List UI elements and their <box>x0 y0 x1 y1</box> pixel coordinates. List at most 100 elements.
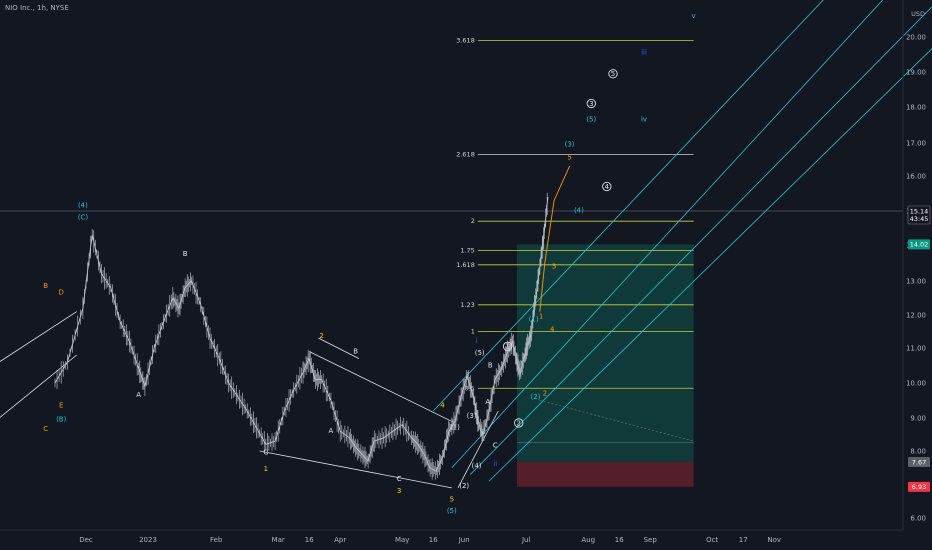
wave-label: (2) <box>459 482 469 490</box>
wave-label: 4 <box>440 402 445 410</box>
trendlines <box>0 0 932 489</box>
price-tick: 12.00 <box>906 312 926 320</box>
trendline <box>488 48 932 482</box>
wave-label: (4) <box>574 207 584 215</box>
price-tag <box>908 481 930 492</box>
price-tag <box>908 457 930 468</box>
price-tag-label: 14.02 <box>910 241 929 249</box>
projection-line <box>539 400 694 442</box>
price-tick: 18.00 <box>906 104 926 112</box>
wave-label: B <box>488 361 493 369</box>
trendline <box>457 410 499 489</box>
time-tick: Mar <box>272 536 285 544</box>
profit-zone <box>516 244 694 463</box>
circled-wave-marker <box>586 98 596 109</box>
time-tick: Apr <box>334 536 346 544</box>
price-tick: 10.00 <box>906 380 926 388</box>
wave-label: (3) <box>565 140 575 148</box>
circled-wave-marker <box>608 69 618 79</box>
price-tick: 20.00 <box>906 34 926 42</box>
price-tag-label: 7.67 <box>912 458 926 466</box>
time-axis[interactable]: Dec 2023 Feb Mar 16 Apr May 16 Jun Jul Aug 16 Sep Oct… <box>0 529 903 544</box>
fib-label: 1.23 <box>460 301 474 309</box>
wave-label: (2) <box>531 393 541 401</box>
chart-title: NIO Inc., 1h, NYSE <box>5 4 69 12</box>
fib-label: 1.618 <box>456 261 475 269</box>
time-tick: 2023 <box>139 536 157 544</box>
circled-wave-marker <box>514 418 524 428</box>
time-tick: Feb <box>210 536 223 544</box>
trendline <box>0 354 77 418</box>
circled-wave-marker <box>602 181 612 192</box>
wave-label: A <box>485 398 490 406</box>
wave-labels: B D C E (B) (4) (C) A B C 1 2 A B C 3 4 5 (5) (1) (2) (3) (4) (… <box>43 12 695 515</box>
wave-label: A <box>329 427 334 435</box>
price-axis[interactable]: 6.008.009.0010.0011.0012.0013.0014.0015.… <box>902 0 931 530</box>
wave-label: B <box>353 347 358 355</box>
price-tick: 6.00 <box>910 515 926 523</box>
price-tick: 16.00 <box>906 173 926 181</box>
trendline <box>451 0 884 469</box>
price-tick: 9.00 <box>910 415 926 423</box>
price-tick: 19.00 <box>906 69 926 77</box>
wave-label: (3) <box>467 412 477 420</box>
wave-label: (5) <box>586 115 596 123</box>
price-tick: 13.00 <box>906 278 926 286</box>
time-tick: Oct <box>706 536 718 544</box>
price-tag-label: 15.14 <box>910 207 929 215</box>
price-tick: 11.00 <box>906 345 926 353</box>
wave-label: (1) <box>450 424 460 432</box>
wave-label: iii <box>641 49 647 57</box>
circled-wave-label: 3 <box>589 100 593 108</box>
wave-label: ii <box>493 460 497 468</box>
time-tick: May <box>395 536 409 544</box>
wave-label: (5) <box>447 507 457 515</box>
loss-zone <box>516 462 694 487</box>
wave-label: A <box>136 391 141 399</box>
circled-wave-marker <box>502 341 513 351</box>
circled-wave-label: 1 <box>505 343 509 351</box>
time-tick: Dec <box>79 536 93 544</box>
trendline <box>318 337 359 359</box>
circled-wave-label: 5 <box>611 70 615 78</box>
wave-label: (4) <box>78 202 88 210</box>
fib-label: 2 <box>471 217 475 225</box>
price-tag <box>907 205 931 225</box>
time-tick: 16 <box>429 536 438 544</box>
wave-label: E <box>59 402 63 410</box>
wave-label: 1 <box>539 312 543 320</box>
wave-label: i <box>476 337 478 345</box>
wave-label: 5 <box>450 495 454 503</box>
wave-label: 4 <box>550 326 555 334</box>
price-series <box>54 165 571 480</box>
wave-label: C <box>397 475 402 483</box>
price-tick: 17.00 <box>906 140 926 148</box>
price-tick: 8.00 <box>910 448 926 456</box>
wave-label: (C) <box>78 214 89 222</box>
trendline <box>470 6 932 475</box>
wave-label: 1 <box>264 465 268 473</box>
wave-label: C <box>43 425 48 433</box>
wave-label: (1) <box>529 316 539 324</box>
price-tag-countdown: 43:45 <box>910 215 929 223</box>
time-tick: Jun <box>458 536 470 544</box>
wave-label: B <box>43 282 48 290</box>
wave-label: 5 <box>567 154 571 162</box>
time-tick: Aug <box>581 536 595 544</box>
wave-label: C <box>263 448 268 456</box>
projection-wave <box>539 165 571 312</box>
trendline <box>432 0 824 412</box>
wave-label: 3 <box>397 487 401 495</box>
time-tick: 17 <box>739 536 748 544</box>
trendline <box>0 311 77 362</box>
currency-label: USD <box>911 10 925 18</box>
fib-label: 1.75 <box>460 246 474 254</box>
trendline <box>309 351 456 424</box>
wave-label: v <box>692 12 696 20</box>
fib-label: 1 <box>471 328 475 336</box>
wave-label: B <box>183 250 188 258</box>
trade-box <box>0 210 903 487</box>
circled-wave-label: 2 <box>517 419 521 427</box>
wave-label: 3 <box>552 262 556 270</box>
